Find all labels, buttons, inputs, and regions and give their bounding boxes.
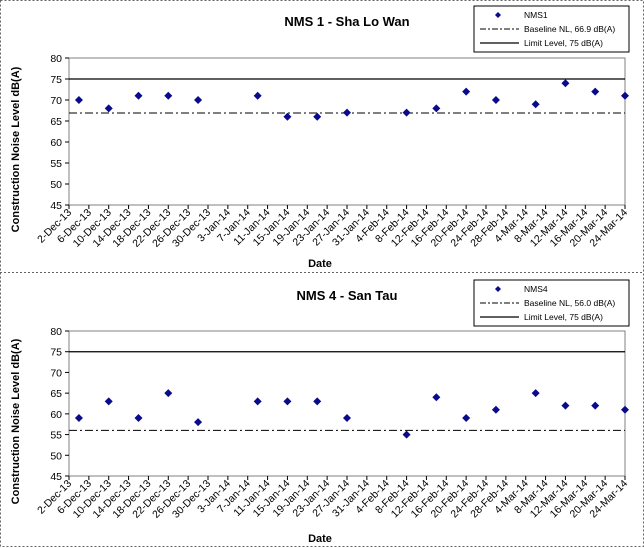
data-point	[164, 91, 173, 100]
data-point	[432, 393, 441, 402]
data-point	[194, 96, 203, 104]
data-point	[253, 91, 262, 100]
y-tick-label: 65	[50, 388, 62, 400]
legend: NMS1 Baseline NL, 66.9 dB(A) Limit Level, …	[473, 5, 630, 53]
data-point	[343, 108, 351, 117]
y-tick-label: 70	[50, 367, 62, 379]
data-point	[491, 405, 500, 414]
data-point	[531, 100, 540, 109]
y-tick-label: 60	[50, 137, 62, 149]
plot-area	[68, 330, 626, 477]
legend-limit-label: Limit Level, 75 dB(A)	[524, 38, 603, 48]
y-tick-label: 80	[50, 326, 62, 338]
legend-marker	[495, 12, 501, 18]
data-point	[313, 112, 322, 121]
data-point	[462, 414, 471, 422]
data-point	[402, 108, 411, 117]
data-point	[104, 104, 113, 113]
x-axis-title: Date	[308, 258, 332, 270]
data-point	[164, 389, 173, 398]
data-point	[462, 87, 471, 96]
legend: NMS4 Baseline NL, 56.0 dB(A) Limit Level, …	[473, 279, 630, 327]
x-axis-title: Date	[308, 533, 332, 545]
legend-box	[473, 279, 630, 327]
data-point	[491, 96, 500, 104]
data-point	[591, 87, 600, 96]
data-point	[74, 96, 83, 104]
y-tick-label: 60	[50, 409, 62, 421]
chart-title: NMS 4 - San Tau	[297, 288, 398, 303]
data-point	[531, 389, 540, 398]
y-tick-label: 55	[50, 158, 62, 170]
data-point	[134, 414, 143, 422]
y-tick-label: 50	[50, 450, 62, 462]
data-point	[134, 91, 143, 100]
data-point	[402, 430, 411, 439]
y-tick-label: 45	[50, 200, 62, 212]
y-axis-title: Construction Noise Level dB(A)	[10, 338, 22, 504]
data-point	[283, 397, 292, 406]
legend-baseline-label: Baseline NL, 56.0 dB(A)	[524, 298, 615, 308]
legend-series-label: NMS4	[524, 284, 548, 294]
data-point	[432, 104, 441, 113]
y-tick-label: 50	[50, 179, 62, 191]
y-tick-label: 65	[50, 116, 62, 128]
legend-box	[473, 5, 630, 53]
data-point	[253, 397, 262, 406]
y-tick-label: 75	[50, 347, 62, 359]
data-point	[283, 112, 292, 121]
data-point	[74, 414, 83, 422]
legend-limit-label: Limit Level, 75 dB(A)	[524, 312, 603, 322]
chart-title: NMS 1 - Sha Lo Wan	[284, 14, 409, 29]
data-point	[343, 414, 351, 422]
y-tick-label: 45	[50, 471, 62, 483]
data-point	[313, 397, 322, 406]
y-tick-label: 55	[50, 430, 62, 442]
data-point	[194, 418, 203, 427]
y-tick-label: 75	[50, 74, 62, 86]
data-point	[104, 397, 113, 406]
data-point	[561, 401, 570, 410]
y-axis-title: Construction Noise Level dB(A)	[10, 66, 22, 232]
data-point	[621, 405, 629, 414]
data-point	[561, 79, 570, 88]
chart-panel-2: NMS 4 - San Tau45505560657075802-Dec-136…	[10, 279, 630, 545]
data-point	[591, 401, 600, 410]
plot-area	[68, 57, 626, 206]
data-point	[621, 91, 629, 100]
legend-baseline-label: Baseline NL, 66.9 dB(A)	[524, 24, 615, 34]
y-tick-label: 80	[50, 53, 62, 65]
chart-panel-1: NMS 1 - Sha Lo Wan45505560657075802-Dec-…	[10, 5, 630, 270]
legend-series-label: NMS1	[524, 10, 548, 20]
legend-marker	[495, 286, 501, 292]
y-tick-label: 70	[50, 95, 62, 107]
